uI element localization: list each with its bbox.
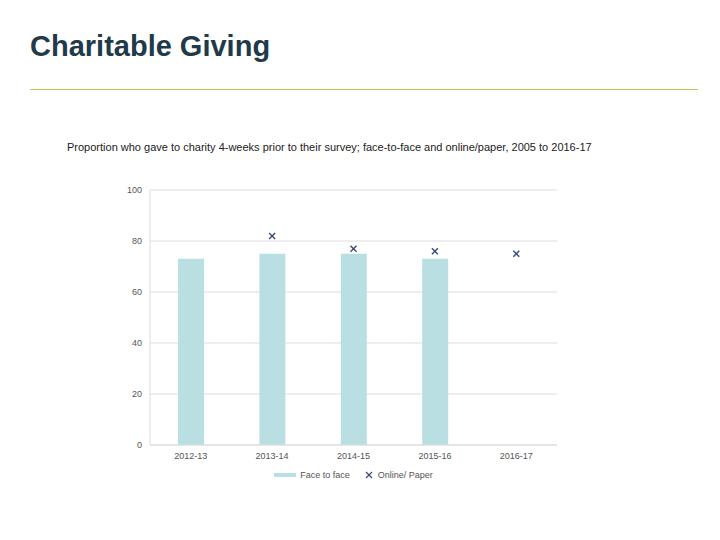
svg-text:60: 60 bbox=[132, 287, 142, 297]
svg-text:2012-13: 2012-13 bbox=[174, 451, 207, 461]
svg-text:20: 20 bbox=[132, 389, 142, 399]
svg-text:2016-17: 2016-17 bbox=[500, 451, 533, 461]
svg-text:40: 40 bbox=[132, 338, 142, 348]
svg-text:100: 100 bbox=[127, 185, 142, 195]
html-text:Charitable Giving: Charitable Giving bbox=[30, 30, 271, 62]
svg-text:2015-16: 2015-16 bbox=[418, 451, 451, 461]
html-text:Face to face: Face to face bbox=[300, 469, 350, 480]
svg-text:0: 0 bbox=[137, 440, 142, 450]
svg-text:2013-14: 2013-14 bbox=[256, 451, 289, 461]
svg-text:2014-15: 2014-15 bbox=[337, 451, 370, 461]
html-text:Proportion who gave to charity: Proportion who gave to charity 4-weeks p… bbox=[67, 141, 592, 153]
html-text:Online/ Paper: Online/ Paper bbox=[377, 469, 433, 480]
svg-text:80: 80 bbox=[132, 236, 142, 246]
